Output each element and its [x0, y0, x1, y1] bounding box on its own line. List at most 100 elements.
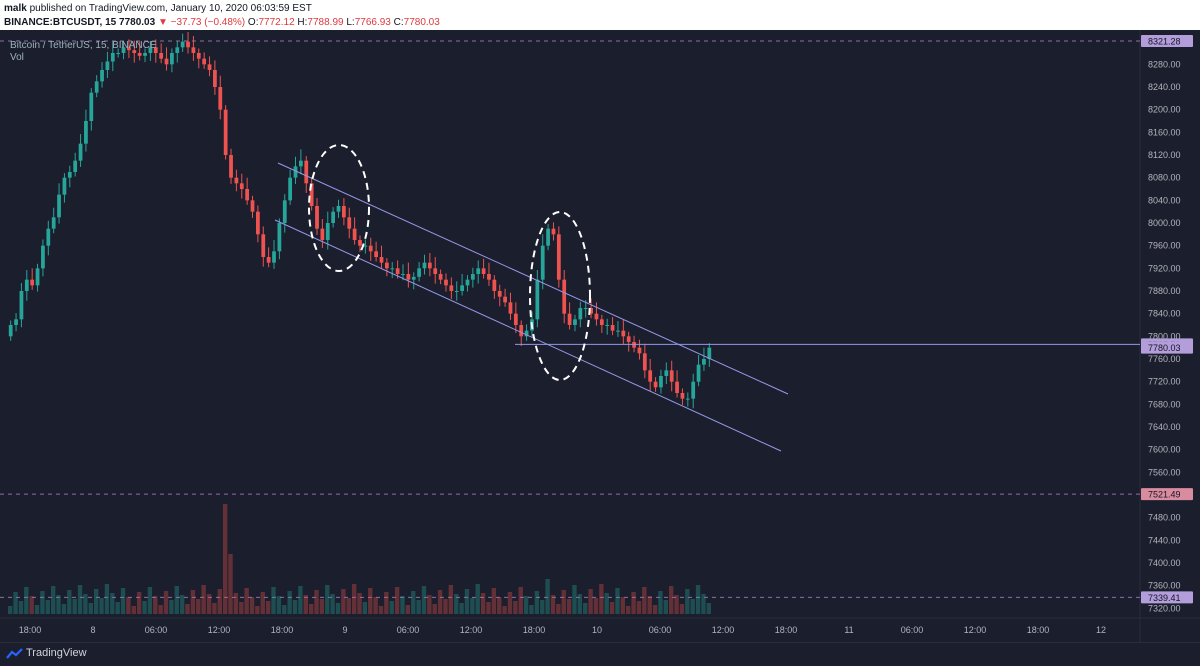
candle-body	[578, 308, 583, 320]
volume-bar	[29, 596, 34, 614]
candle-body	[675, 381, 679, 393]
candle-body	[401, 274, 405, 275]
publish-info: malk published on TradingView.com, Janua…	[4, 3, 312, 14]
highlight-ellipse	[308, 144, 370, 272]
channel-lower-line	[274, 219, 782, 452]
y-tick-label: 7360.00	[1148, 581, 1181, 591]
tradingview-logo-icon	[6, 648, 23, 659]
volume-bar	[153, 596, 158, 614]
volume-bar	[561, 590, 566, 614]
candle-body	[653, 381, 658, 388]
volume-bar	[384, 592, 389, 614]
volume-bar	[201, 585, 206, 614]
y-tick-label: 7560.00	[1148, 467, 1181, 477]
candle-body	[476, 268, 481, 274]
candle-body	[352, 228, 357, 240]
volume-bar	[45, 600, 50, 614]
y-tick-label: 8240.00	[1148, 82, 1181, 92]
y-tick-label: 7720.00	[1148, 377, 1181, 387]
volume-bar	[475, 584, 480, 614]
candle-body	[320, 228, 325, 240]
y-tick-label: 8200.00	[1148, 105, 1181, 115]
volume-bar	[416, 600, 421, 614]
candle-body	[535, 279, 540, 320]
volume-bar	[706, 603, 711, 614]
volume-bar	[147, 587, 153, 614]
candle-body	[78, 143, 83, 161]
volume-bar	[685, 589, 690, 614]
volume-bar	[34, 605, 40, 614]
tradingview-brand[interactable]: TradingView	[26, 647, 87, 659]
x-tick-label: 10	[592, 625, 602, 635]
volume-bar	[346, 598, 351, 614]
volume-bar	[319, 599, 325, 614]
volume-bar	[362, 602, 368, 614]
y-tick-label: 7480.00	[1148, 513, 1181, 523]
volume-bar	[432, 604, 437, 614]
chart-area[interactable]: 8280.00 8240.00 8200.00 8160.00 8120.00 8080.…	[0, 30, 1200, 642]
price-change: ▼ −37.73 (−0.48%)	[157, 17, 246, 28]
volume-bar	[448, 585, 454, 614]
y-tick-label: 7800.00	[1148, 331, 1181, 341]
x-tick-label: 12:00	[964, 625, 987, 635]
candle-body	[449, 285, 454, 291]
volume-bar	[260, 592, 265, 614]
candle-body	[374, 251, 379, 257]
volume-bar	[287, 591, 292, 614]
volume-bar	[265, 601, 271, 614]
x-tick-label: 18:00	[19, 625, 42, 635]
candle-body	[562, 279, 567, 314]
candle-body	[642, 353, 647, 371]
candle-body	[121, 47, 126, 53]
volume-bar	[593, 598, 599, 614]
volume-legend[interactable]: Vol	[10, 52, 24, 63]
author-name[interactable]: malk	[4, 3, 27, 14]
volume-bar	[228, 554, 233, 614]
volume-bar	[486, 602, 491, 614]
candle-body	[164, 58, 169, 65]
y-tick-label: 8160.00	[1148, 127, 1181, 137]
volume-bar	[615, 588, 620, 614]
y-tick-label: 7840.00	[1148, 309, 1181, 319]
x-tick-label: 9	[342, 625, 347, 635]
y-tick-label: 8040.00	[1148, 195, 1181, 205]
volume-bar	[400, 596, 405, 614]
high-label: H:	[297, 17, 308, 28]
volume-bar	[308, 604, 314, 614]
x-tick-label: 18:00	[775, 625, 798, 635]
candle-body	[148, 47, 153, 53]
series-legend[interactable]: Bitcoin / TetherUS, 15, BINANCE	[10, 40, 157, 51]
volume-bar	[142, 601, 147, 614]
volume-bar	[411, 591, 416, 614]
candle-body	[105, 61, 110, 70]
volume-bar	[325, 585, 330, 614]
price-label-text: 7521.49	[1148, 490, 1181, 500]
volume-bar	[529, 605, 534, 614]
volume-bar	[588, 589, 593, 614]
candle-body	[110, 53, 115, 62]
close-label: C:	[393, 17, 404, 28]
candle-body	[14, 319, 18, 325]
volume-bar	[249, 597, 255, 614]
volume-bar	[620, 597, 626, 614]
volume-bar	[110, 593, 115, 614]
volume-bar	[169, 600, 174, 614]
candle-body	[30, 279, 35, 286]
volume-bar	[378, 606, 384, 614]
volume-bar	[427, 595, 432, 614]
candle-body	[454, 291, 459, 292]
volume-bar	[669, 586, 674, 614]
candle-body	[250, 200, 255, 212]
volume-bar	[405, 605, 411, 614]
y-tick-label: 7920.00	[1148, 263, 1181, 273]
volume-bar	[470, 598, 475, 614]
volume-bar	[556, 604, 561, 614]
volume-bar	[303, 595, 308, 614]
candle-body	[519, 325, 524, 337]
candle-body	[659, 376, 663, 388]
candle-body	[277, 223, 282, 252]
open-value: 7772.12	[258, 17, 295, 28]
price-label-box	[1141, 591, 1193, 604]
candle-body	[508, 302, 513, 314]
volume-bar	[77, 585, 83, 614]
